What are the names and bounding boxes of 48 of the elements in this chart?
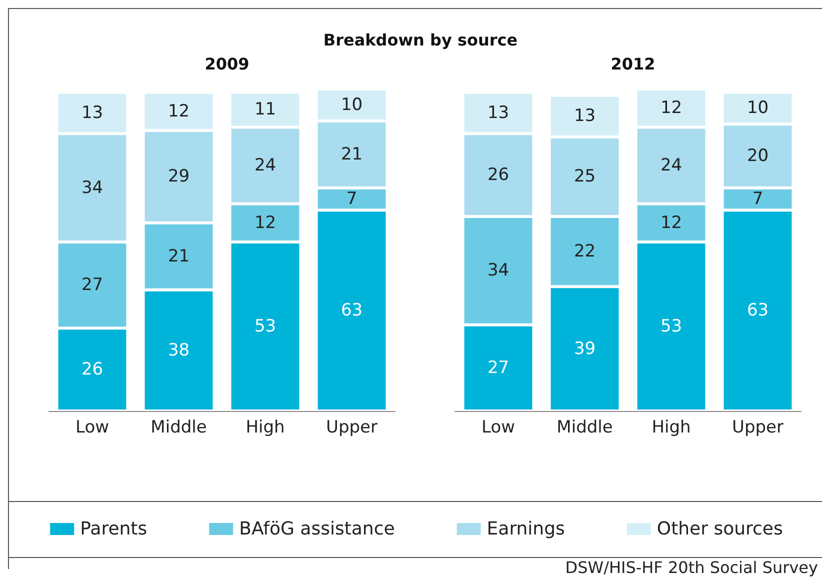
data-label: 12 xyxy=(168,101,190,122)
x-tick-label: Low xyxy=(76,418,110,438)
data-label: 12 xyxy=(660,98,682,118)
data-label: 63 xyxy=(746,300,769,321)
data-label: 11 xyxy=(254,100,276,120)
data-label: 13 xyxy=(487,102,510,123)
chart-title: Breakdown by source xyxy=(323,30,518,50)
data-label: 20 xyxy=(746,146,769,166)
data-label: 7 xyxy=(752,188,764,209)
data-label: 26 xyxy=(81,360,104,380)
x-tick-label: Middle xyxy=(556,418,613,438)
data-label: 10 xyxy=(746,98,769,118)
data-label: 39 xyxy=(574,338,596,359)
chart-subtitle: 2009 xyxy=(204,54,250,74)
data-label: 13 xyxy=(574,106,596,126)
chart-subtitle: 2012 xyxy=(610,54,656,74)
data-label: 22 xyxy=(574,242,596,262)
x-tick-label: Middle xyxy=(150,418,207,438)
legend-label: Parents xyxy=(80,518,148,540)
legend-label: Other sources xyxy=(656,518,783,540)
x-tick-label: Upper xyxy=(326,418,378,438)
data-label: 34 xyxy=(487,260,510,281)
data-label: 12 xyxy=(660,212,682,233)
data-label: 12 xyxy=(254,212,276,233)
data-label: 53 xyxy=(254,316,276,337)
text: DSW/HIS-HF 20th Social Survey xyxy=(565,558,818,577)
data-label: 38 xyxy=(168,340,190,360)
x-tick-label: High xyxy=(652,418,691,438)
data-label: 27 xyxy=(487,358,510,378)
legend-label: BAföG assistance xyxy=(239,518,395,540)
data-label: 13 xyxy=(81,102,104,123)
data-label: 21 xyxy=(168,246,190,266)
x-tick-label: Low xyxy=(482,418,516,438)
x-tick-label: High xyxy=(246,418,285,438)
legend-label: Earnings xyxy=(486,518,565,540)
data-label: 53 xyxy=(660,316,682,337)
data-label: 27 xyxy=(81,275,104,296)
data-label: 7 xyxy=(346,188,358,209)
data-label: 26 xyxy=(487,165,510,186)
data-label: 29 xyxy=(168,166,190,187)
data-label: 34 xyxy=(81,178,104,198)
data-label: 24 xyxy=(254,156,276,176)
data-label: 21 xyxy=(340,144,363,164)
data-label: 25 xyxy=(574,166,596,187)
x-tick-label: Upper xyxy=(732,418,784,438)
data-label: 10 xyxy=(340,94,363,115)
data-label: 24 xyxy=(660,156,682,176)
data-label: 63 xyxy=(340,300,363,321)
